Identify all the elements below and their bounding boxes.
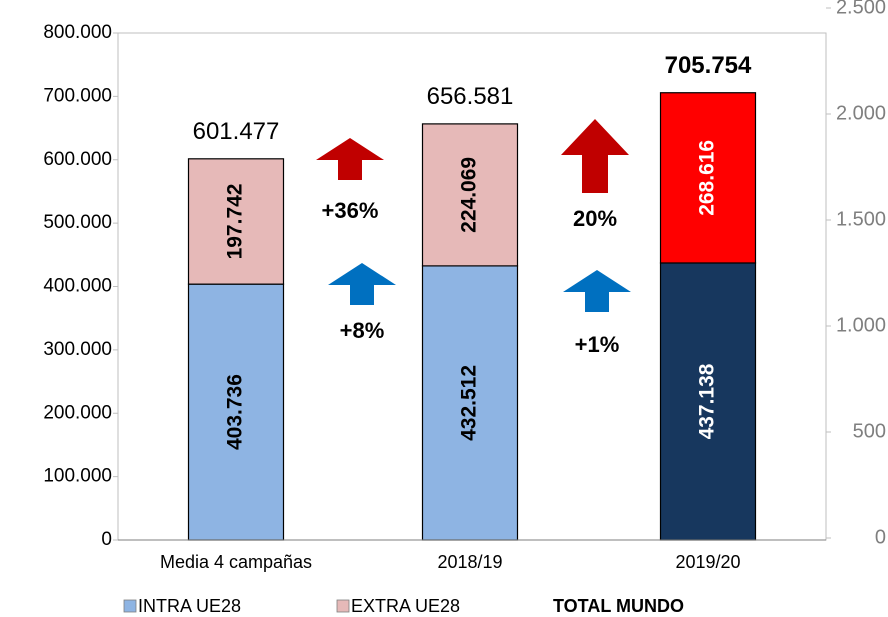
bar-value-label: 197.742 [224, 184, 247, 260]
total-label: 705.754 [665, 52, 752, 79]
legend-label: TOTAL MUNDO [553, 596, 684, 616]
y2-tick-label: 1.500 [836, 208, 886, 230]
total-label: 601.477 [193, 118, 280, 145]
bar-segment [659, 92, 757, 264]
y2-tick-label: 500 [853, 420, 886, 442]
bar-segment [421, 123, 519, 267]
y-tick-label: 300.000 [43, 339, 112, 360]
y2-tick-label: 0 [875, 526, 886, 548]
arrow [316, 138, 384, 180]
arrow [561, 119, 629, 193]
y-tick-label: 100.000 [43, 466, 112, 487]
bar-value-label: 437.138 [696, 363, 719, 439]
bar-value-label: 432.512 [458, 365, 481, 441]
y2-tick-label: 2.500 [836, 0, 886, 18]
bar-segment [187, 158, 285, 285]
x-tick-label: 2018/19 [437, 552, 502, 572]
arrow [563, 270, 631, 312]
legend-swatch [123, 599, 137, 613]
y-tick-label: 500.000 [43, 212, 112, 233]
y-tick-label: 600.000 [43, 149, 112, 170]
annotation: 20% [573, 206, 617, 231]
arrow [328, 263, 396, 305]
bar-value-label: 224.069 [458, 157, 481, 233]
bar-segment [187, 283, 285, 541]
bar-value-label: 403.736 [224, 374, 247, 450]
y-tick-label: 800.000 [43, 22, 112, 43]
x-tick-label: Media 4 campañas [160, 552, 312, 572]
y-tick-label: 700.000 [43, 85, 112, 106]
x-tick-label: 2019/20 [675, 552, 740, 572]
legend-swatch [336, 599, 350, 613]
y2-tick-label: 1.000 [836, 314, 886, 336]
y2-tick-label: 2.000 [836, 102, 886, 124]
annotation: +36% [322, 198, 379, 223]
annotation: +8% [340, 318, 385, 343]
bar-value-label: 268.616 [696, 140, 719, 216]
y-tick-label: 400.000 [43, 276, 112, 297]
y-tick-label: 0 [101, 529, 112, 550]
legend-label: EXTRA UE28 [351, 596, 460, 616]
legend-label: INTRA UE28 [138, 596, 241, 616]
y-tick-label: 200.000 [43, 402, 112, 423]
total-label: 656.581 [427, 83, 514, 110]
annotation: +1% [575, 332, 620, 357]
